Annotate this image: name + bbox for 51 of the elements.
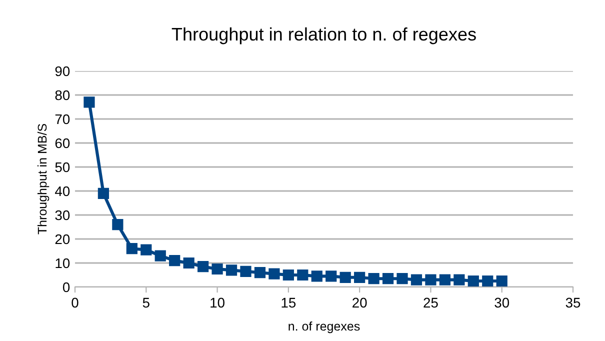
y-tick-label: 90 [55, 66, 70, 76]
y-tick-label: 60 [55, 138, 70, 148]
x-tick-label: 10 [210, 298, 224, 308]
point [354, 272, 366, 283]
point [169, 255, 180, 266]
x-axis-title: n. of regexes [288, 321, 360, 334]
y-axis-title: Throughput in MB/S [37, 124, 50, 234]
point [84, 96, 95, 108]
point [468, 275, 479, 287]
x-tick-label: 25 [424, 298, 438, 308]
point [226, 264, 238, 276]
chart-title: Throughput in relation to n. of regexes [172, 27, 476, 44]
y-tick-label: 70 [55, 114, 70, 124]
y-tick-label: 10 [56, 258, 70, 268]
point [98, 188, 110, 199]
x-tick-label: 0 [72, 298, 78, 308]
y-tick-label: 30 [55, 210, 70, 220]
point [297, 269, 308, 281]
point [240, 266, 252, 277]
x-tick-label: 35 [566, 298, 580, 308]
point [368, 273, 380, 284]
y-tick-label: 0 [62, 282, 70, 292]
x-tick-label: 30 [494, 298, 510, 308]
point [425, 274, 436, 286]
point [183, 257, 194, 269]
point [340, 272, 351, 283]
point [326, 270, 337, 282]
point [311, 270, 322, 282]
point [439, 274, 450, 286]
y-tick-label: 50 [55, 162, 70, 172]
y-tick-label: 40 [55, 186, 70, 196]
point [254, 267, 266, 278]
point [212, 263, 223, 275]
x-tick-label: 15 [282, 298, 296, 308]
point [482, 275, 494, 287]
point [126, 243, 138, 254]
point [396, 273, 408, 284]
point [382, 273, 394, 284]
y-tick-label: 20 [55, 234, 70, 244]
x-tick-label: 20 [352, 298, 367, 308]
x-tick-label: 5 [142, 298, 150, 308]
point [410, 274, 422, 286]
point [198, 261, 209, 272]
point [154, 250, 166, 262]
point [496, 275, 508, 287]
point [268, 268, 280, 280]
point [454, 274, 465, 286]
point [112, 219, 124, 230]
point [140, 244, 152, 256]
point [282, 269, 294, 281]
y-tick-label: 80 [55, 90, 70, 100]
